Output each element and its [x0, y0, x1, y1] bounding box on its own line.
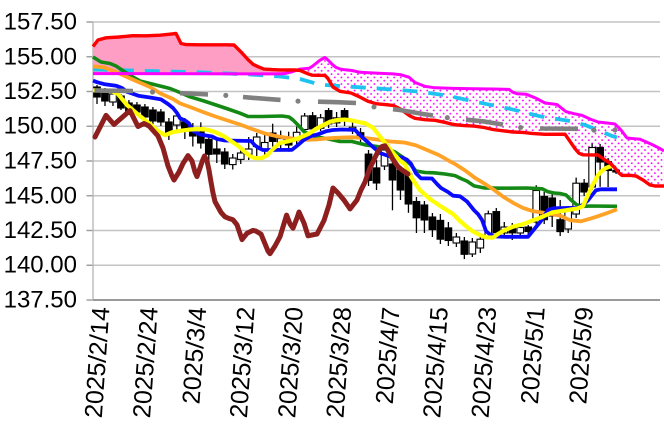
svg-text:2025/3/4: 2025/3/4 — [177, 306, 212, 405]
svg-text:137.50: 137.50 — [4, 287, 77, 314]
svg-text:142.50: 142.50 — [4, 217, 77, 244]
svg-text:140.00: 140.00 — [4, 252, 77, 279]
svg-text:2025/5/1: 2025/5/1 — [516, 306, 551, 405]
svg-text:145.00: 145.00 — [4, 182, 77, 209]
svg-text:150.00: 150.00 — [4, 113, 77, 140]
svg-text:2025/5/9: 2025/5/9 — [564, 306, 599, 405]
svg-text:155.00: 155.00 — [4, 43, 77, 70]
svg-text:157.50: 157.50 — [4, 9, 77, 36]
svg-text:2025/4/7: 2025/4/7 — [371, 306, 406, 405]
svg-text:152.50: 152.50 — [4, 78, 77, 105]
svg-text:147.50: 147.50 — [4, 148, 77, 175]
